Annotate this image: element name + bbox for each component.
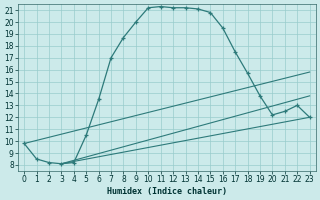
X-axis label: Humidex (Indice chaleur): Humidex (Indice chaleur) [107,187,227,196]
